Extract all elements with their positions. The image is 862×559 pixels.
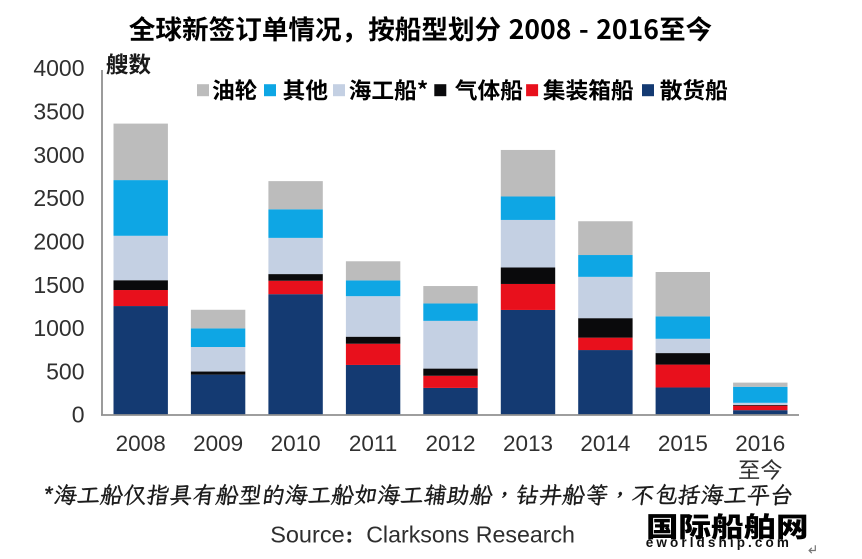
svg-text:2010: 2010 — [271, 431, 321, 456]
svg-text:2016: 2016 — [735, 431, 785, 456]
svg-text:2012: 2012 — [425, 431, 475, 456]
svg-text:Source: Source — [270, 521, 344, 547]
svg-text:Clarksons Research: Clarksons Research — [366, 521, 575, 547]
svg-text:2500: 2500 — [33, 185, 84, 211]
svg-text:2008: 2008 — [116, 431, 166, 456]
svg-text:500: 500 — [46, 358, 84, 384]
svg-text:2009: 2009 — [193, 431, 243, 456]
svg-text:3500: 3500 — [33, 99, 84, 125]
svg-text:1500: 1500 — [33, 272, 84, 298]
svg-text:3000: 3000 — [33, 142, 84, 168]
svg-text:2011: 2011 — [349, 431, 397, 456]
svg-text:2015: 2015 — [658, 431, 708, 456]
svg-text:2013: 2013 — [503, 431, 553, 456]
svg-text:4000: 4000 — [33, 55, 84, 81]
svg-text:1000: 1000 — [33, 315, 84, 341]
svg-text:0: 0 — [72, 402, 85, 428]
svg-text:2000: 2000 — [33, 228, 84, 254]
svg-text:2014: 2014 — [580, 431, 630, 456]
